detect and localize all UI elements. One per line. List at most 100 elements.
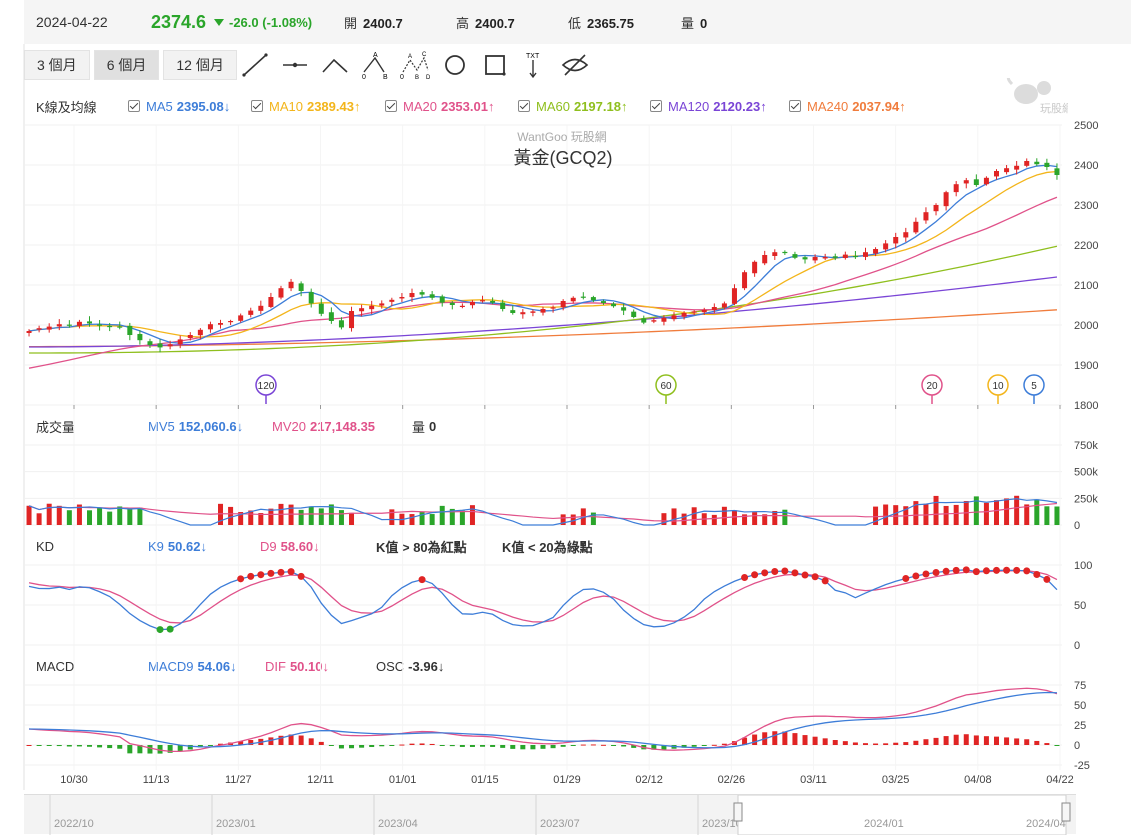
ma120-line	[29, 276, 1058, 348]
osc-bar	[46, 745, 52, 746]
mv5-arrow: ↓	[236, 418, 244, 434]
quote-header: 2024-04-22 2374.6 -26.0 (-1.08%) 開 2400.7…	[24, 0, 1131, 44]
kd-overbought-dot	[287, 568, 295, 576]
volume-bar	[308, 506, 314, 525]
ma5-line	[28, 164, 1058, 344]
circle-tool-icon[interactable]	[440, 50, 470, 80]
mv5-label: MV5	[148, 418, 175, 434]
period-12m-button[interactable]: 12 個月	[163, 50, 237, 80]
candle-body	[711, 307, 717, 311]
osc-bar	[923, 739, 929, 745]
ma120-value: 2120.23	[713, 98, 761, 114]
ma10-checkbox[interactable]	[251, 100, 263, 112]
svg-text:C: C	[422, 52, 427, 58]
range-navigator[interactable]: 2022/10 2023/01 2023/04 2023/07 2023/10 2024/…	[24, 794, 1076, 836]
period-6m-button[interactable]: 6 個月	[93, 50, 160, 80]
text-tool-icon[interactable]: TXT	[520, 50, 550, 80]
candle-body	[137, 333, 143, 341]
candle-body	[1004, 168, 1010, 173]
candle-body	[1034, 161, 1040, 165]
navigator-left-handle[interactable]	[733, 802, 743, 822]
volume-bar	[973, 496, 979, 525]
candle-body	[167, 344, 173, 347]
osc-bar	[1014, 738, 1020, 745]
volume-bar	[943, 505, 949, 525]
candle-body	[631, 311, 637, 317]
osc-bar	[117, 745, 123, 749]
candle-body	[97, 324, 103, 326]
kd-overbought-dot	[1033, 571, 1041, 579]
candle-body	[409, 293, 415, 298]
candle-body	[701, 309, 707, 313]
osc-bar	[812, 736, 818, 745]
trend-angle-icon[interactable]	[320, 50, 350, 80]
ma120-arrow: ↑	[760, 98, 767, 114]
macd9-value: 54.06	[197, 658, 231, 674]
ma-marker-120	[255, 374, 277, 396]
navigator-svg[interactable]: 2022/10 2023/01 2023/04 2023/07 2023/10 2024/…	[24, 794, 1076, 836]
navigator-right-handle[interactable]	[1061, 802, 1071, 822]
candle-body	[278, 288, 284, 298]
ma60-toggle[interactable]: MA60 2197.18 ↑	[518, 96, 627, 116]
osc-bar	[248, 739, 254, 745]
osc-bar	[903, 742, 909, 745]
candle-body	[570, 297, 576, 302]
osc-bar	[500, 745, 506, 748]
candle-body	[107, 325, 113, 328]
ma20-toggle[interactable]: MA20 2353.01 ↑	[385, 96, 494, 116]
ma5-toggle[interactable]: MA5 2395.08 ↓	[128, 96, 230, 116]
ma240-arrow: ↑	[899, 98, 906, 114]
ma120-checkbox[interactable]	[650, 100, 662, 112]
dif-legend: DIF 50.10 ↓	[265, 657, 329, 675]
volume-bar	[46, 503, 52, 525]
osc-bar	[409, 743, 415, 745]
osc-bar	[933, 737, 939, 745]
abc-pattern-icon[interactable]: 0 A B	[360, 50, 390, 80]
volume-bar	[419, 511, 425, 525]
osc-bar	[167, 745, 173, 753]
candle-body	[661, 317, 667, 322]
horizontal-line-icon[interactable]	[280, 50, 310, 80]
candle-body	[641, 318, 647, 323]
osc-bar	[590, 744, 596, 746]
ma120-toggle[interactable]: MA120 2120.23 ↑	[650, 96, 767, 116]
main-y-tick: 2100	[1074, 280, 1098, 292]
volume-bar	[721, 506, 727, 525]
line-tool-icon[interactable]	[240, 50, 270, 80]
candle-body	[207, 324, 213, 330]
osc-bar	[742, 737, 748, 745]
x-tick-label: 03/11	[800, 774, 827, 786]
volume-bar	[873, 506, 879, 525]
osc-bar	[1024, 739, 1030, 745]
ma60-checkbox[interactable]	[518, 100, 530, 112]
volume-bar	[127, 508, 133, 525]
candle-body	[520, 312, 526, 315]
candle-body	[500, 302, 506, 309]
osc-bar	[752, 734, 758, 745]
ma240-checkbox[interactable]	[789, 100, 801, 112]
stock-chart[interactable]: WantGoo 玩股網 黃金(GCQ2) 120 60 20 10 5 25002400…	[0, 0, 1131, 795]
kd-overbought-dot	[932, 569, 940, 577]
abcd-pattern-icon[interactable]: 0 A B C D	[400, 50, 430, 80]
candle-body	[560, 301, 566, 308]
ma5-checkbox[interactable]	[128, 100, 140, 112]
candle-body	[832, 256, 838, 258]
ma240-toggle[interactable]: MA240 2037.94 ↑	[789, 96, 906, 116]
osc-bar	[268, 737, 274, 745]
osc-bar	[238, 741, 244, 745]
rectangle-tool-icon[interactable]	[480, 50, 510, 80]
volume-bar	[66, 510, 72, 525]
ma10-toggle[interactable]: MA10 2389.43 ↑	[251, 96, 360, 116]
osc-bar	[298, 735, 304, 745]
ma20-checkbox[interactable]	[385, 100, 397, 112]
candle-body	[792, 254, 798, 258]
osc-bar	[157, 745, 163, 754]
macd9-arrow: ↓	[230, 658, 237, 674]
high-value: 2400.7	[475, 15, 515, 31]
ma-marker-10	[987, 374, 1009, 396]
candle-body	[681, 313, 687, 317]
navigator-selection[interactable]	[737, 794, 1067, 836]
hide-eye-icon[interactable]	[560, 50, 590, 80]
ma10-label: MA10	[269, 98, 303, 114]
